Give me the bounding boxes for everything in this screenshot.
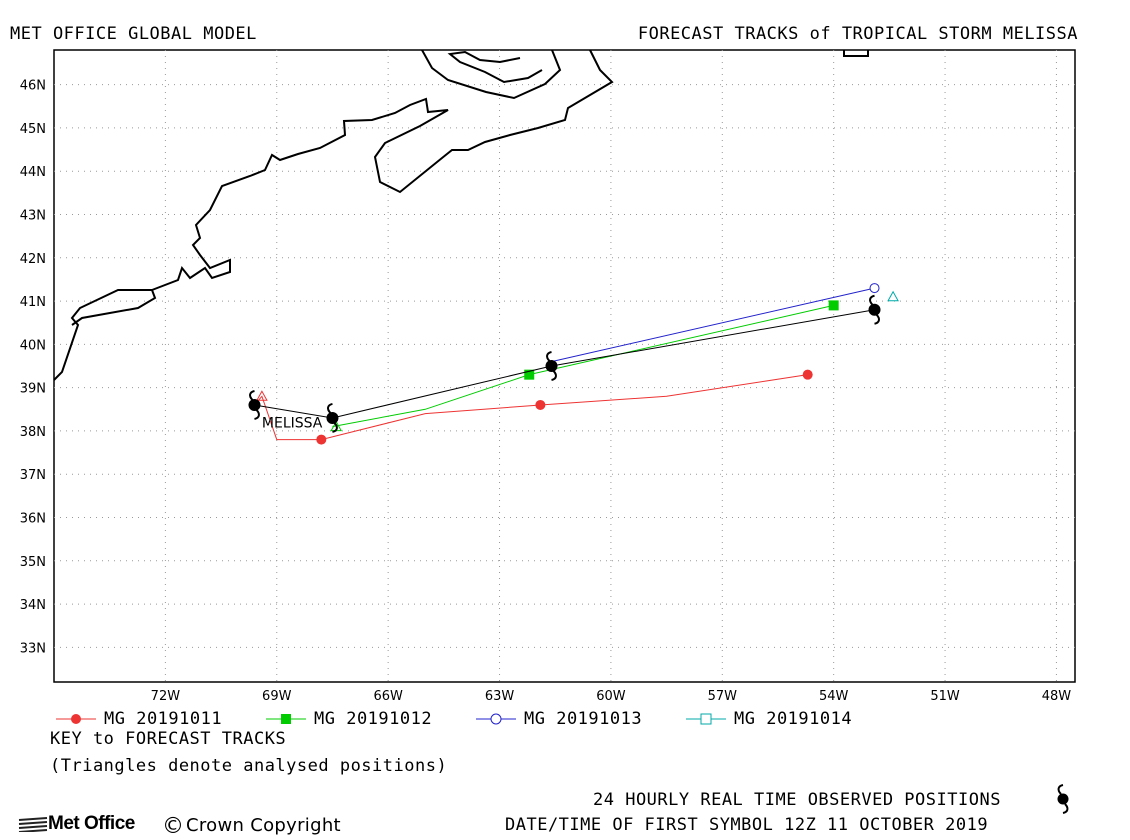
storm-symbol-arm xyxy=(332,422,338,433)
lat-tick-label: 43N xyxy=(20,208,46,223)
lat-tick-label: 42N xyxy=(20,252,46,267)
met-office-logo-icon xyxy=(18,817,48,832)
legend-item-mg-20191013: MG 20191013 xyxy=(476,709,642,729)
hurricane-symbol-icon xyxy=(1057,784,1069,814)
storm-symbol-core xyxy=(545,360,558,372)
model-title: MET OFFICE GLOBAL MODEL xyxy=(10,24,257,44)
storm-symbol-core xyxy=(868,303,881,316)
storm-symbol-arm xyxy=(874,314,880,325)
lat-tick-label: 44N xyxy=(20,165,46,180)
storm-symbol-arm xyxy=(869,294,875,306)
storm-symbol-arm xyxy=(249,389,255,401)
legend-marker-blue-open-circle xyxy=(476,713,516,725)
forecast-track xyxy=(332,300,839,428)
legend-item-mg-20191012: MG 20191012 xyxy=(266,709,432,729)
copyright-text: Crown Copyright xyxy=(186,815,341,836)
forecast-tracks xyxy=(254,283,899,445)
axis-labels: 72W 69W 66W 63W 60W 57W 54W 51W 48W 33N 34N 35N 36N 3… xyxy=(20,79,1072,704)
storm-symbol-core xyxy=(326,411,339,424)
lat-tick-label: 39N xyxy=(20,382,46,397)
analysed-position-triangle xyxy=(256,390,268,401)
lon-tick-label: 66W xyxy=(373,689,403,704)
key-title: KEY to FORECAST TRACKS xyxy=(50,729,287,749)
key-note: (Triangles denote analysed positions) xyxy=(50,756,448,776)
copyright-icon: © xyxy=(162,814,184,839)
lat-tick-label: 45N xyxy=(20,122,46,137)
storm-symbol-arm xyxy=(546,351,552,362)
lat-tick-label: 46N xyxy=(20,79,46,94)
legend-label: MG 20191014 xyxy=(734,709,853,729)
legend-label: MG 20191011 xyxy=(104,709,223,729)
lon-tick-label: 72W xyxy=(151,689,181,704)
storm-symbol-arm xyxy=(327,402,333,414)
forecast-marker xyxy=(869,283,880,294)
coastline-segment xyxy=(53,49,614,381)
lon-tick-label: 54W xyxy=(819,689,849,704)
storm-symbol-core xyxy=(248,398,261,411)
coastline xyxy=(53,49,869,381)
legend-marker-green-square xyxy=(266,714,306,724)
legend-item-mg-20191011: MG 20191011 xyxy=(56,709,222,729)
legend-marker-cyan-open-square xyxy=(686,713,726,725)
lat-tick-label: 41N xyxy=(20,295,46,310)
lon-tick-label: 63W xyxy=(485,689,515,704)
forecast-track xyxy=(551,283,880,363)
observed-track xyxy=(248,294,881,433)
observed-storm-symbol xyxy=(545,351,558,381)
forecast-marker xyxy=(828,300,839,311)
legend-marker-red-circle xyxy=(56,714,96,724)
lat-tick-label: 33N xyxy=(20,641,46,656)
storm-symbol-arm xyxy=(551,370,557,381)
map-grid xyxy=(54,50,1075,682)
lat-tick-label: 38N xyxy=(20,425,46,440)
lat-tick-label: 37N xyxy=(20,468,46,483)
forecast-marker xyxy=(524,369,535,380)
forecast-track-line xyxy=(332,304,834,428)
storm-name-label: MELISSA xyxy=(262,415,323,431)
observed-storm-symbol xyxy=(868,294,881,325)
lon-tick-label: 69W xyxy=(262,689,292,704)
lat-tick-label: 36N xyxy=(20,512,46,527)
lon-tick-label: 51W xyxy=(930,689,960,704)
lon-tick-label: 57W xyxy=(708,689,738,704)
lon-tick-label: 48W xyxy=(1042,689,1072,704)
legend-label: MG 20191013 xyxy=(524,709,643,729)
observed-storm-symbol xyxy=(248,389,261,420)
met-office-logo: Met Office xyxy=(18,813,135,835)
storm-symbol-arm xyxy=(254,409,260,420)
legend-label: MG 20191012 xyxy=(314,709,433,729)
brand-name: Met Office xyxy=(48,813,135,834)
forecast-marker xyxy=(535,399,546,410)
coastline-segment xyxy=(843,50,869,57)
observed-positions-label: 24 HOURLY REAL TIME OBSERVED POSITIONS xyxy=(593,790,1001,810)
lat-tick-label: 34N xyxy=(20,598,46,613)
forecast-track-line xyxy=(254,374,808,441)
first-symbol-date: DATE/TIME OF FIRST SYMBOL 12Z 11 OCTOBER… xyxy=(505,815,989,835)
chart-title: FORECAST TRACKS of TROPICAL STORM MELISS… xyxy=(637,24,1078,44)
analysed-position-triangle xyxy=(887,290,899,302)
coastline-segment xyxy=(421,49,562,100)
forecast-track-line xyxy=(551,287,875,363)
lat-tick-label: 40N xyxy=(20,338,46,353)
map-frame xyxy=(53,49,1076,683)
observed-track-line xyxy=(254,309,875,419)
legend-item-mg-20191014: MG 20191014 xyxy=(686,709,852,729)
observed-storm-symbol xyxy=(326,402,339,433)
lon-tick-label: 60W xyxy=(596,689,626,704)
lat-tick-label: 35N xyxy=(20,555,46,570)
forecast-track xyxy=(254,369,813,445)
forecast-marker xyxy=(802,369,813,380)
forecast-marker xyxy=(316,434,327,445)
